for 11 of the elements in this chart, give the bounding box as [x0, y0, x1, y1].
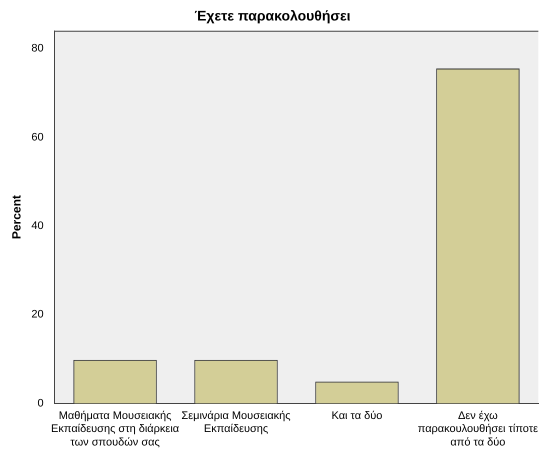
x-tick-label: Μαθήματα Μουσειακής Εκπαίδευσης στη διάρκεια των σπουδών σας	[51, 410, 180, 448]
y-tick-label: 40	[31, 220, 44, 232]
x-tick-label: Δεν έχω παρακουλουθήσει τίποτε από τα δύο	[418, 410, 538, 448]
y-tick-label: 20	[31, 308, 44, 321]
x-tick-label: Και τα δύο	[331, 410, 382, 422]
y-axis-title: Percent	[10, 195, 24, 240]
y-tick-label: 80	[31, 42, 44, 55]
y-tick-label: 60	[31, 131, 44, 144]
chart-title: Έχετε παρακολουθήσει	[194, 7, 351, 24]
y-tick-label: 0	[38, 397, 44, 410]
x-tick-label: Σεμινάρια Μουσειακής Εκπαίδευσης	[181, 410, 291, 436]
